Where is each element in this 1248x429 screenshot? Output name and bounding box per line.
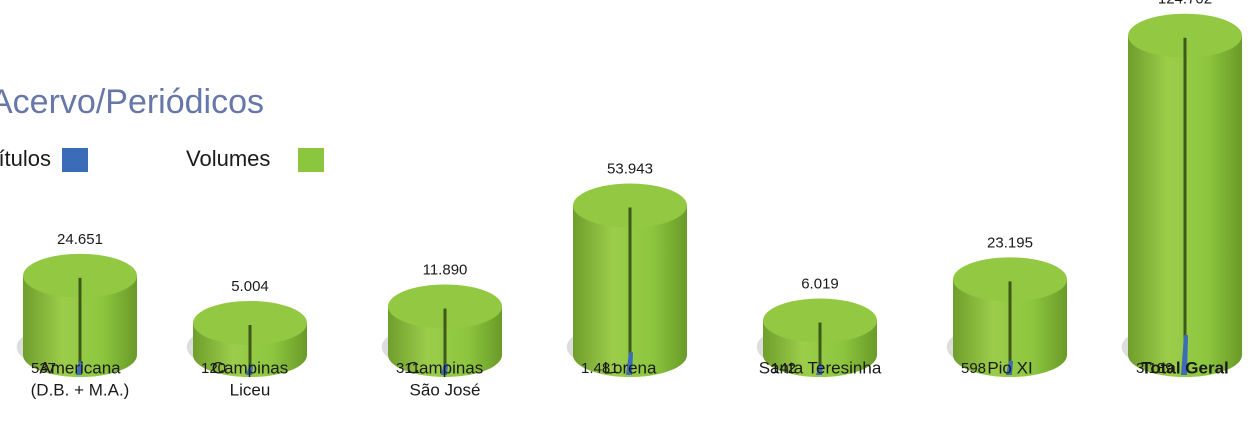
value-label: 311 xyxy=(396,360,420,377)
x-tick-label: (D.B. + M.A.) xyxy=(31,380,130,399)
title-bar xyxy=(816,365,823,375)
x-tick-label: Pio XI xyxy=(987,358,1032,377)
cylinder-top xyxy=(573,183,687,228)
title-bar xyxy=(1181,335,1188,375)
value-label: 23.195 xyxy=(987,234,1033,251)
value-label: 3.189 xyxy=(1136,360,1174,377)
title-bar xyxy=(626,352,633,375)
legend-label: Volumes xyxy=(186,146,270,171)
value-label: 598 xyxy=(961,360,986,377)
cylinder-top xyxy=(193,300,307,345)
value-label: 11.890 xyxy=(423,261,468,278)
cylinder-top xyxy=(953,257,1067,302)
title-bar xyxy=(76,361,83,375)
value-label: 6.019 xyxy=(801,276,839,293)
cylinder-top xyxy=(763,298,877,343)
cylinder-top xyxy=(1128,13,1242,58)
x-tick-label: Liceu xyxy=(230,380,271,399)
x-tick-label: Total Geral xyxy=(1141,358,1229,377)
value-label: 142 xyxy=(771,360,796,377)
x-tick-label: São José xyxy=(410,380,481,399)
x-tick-label: Americana xyxy=(39,358,121,377)
value-label: 124.702 xyxy=(1158,0,1212,8)
chart-title: Acervo/Periódicos xyxy=(0,83,264,121)
value-label: 537 xyxy=(31,360,56,377)
value-label: 24.651 xyxy=(57,231,103,248)
x-tick-label: Santa Teresinha xyxy=(759,358,882,377)
title-bar xyxy=(441,363,448,375)
value-label: 120 xyxy=(201,360,226,377)
x-tick-label: Lorena xyxy=(604,358,657,377)
title-bar xyxy=(1006,361,1013,375)
x-tick-label: Campinas xyxy=(212,358,289,377)
title-bar xyxy=(246,365,253,375)
legend-swatch xyxy=(298,148,324,172)
legend-label: Títulos xyxy=(0,146,51,171)
value-label: 5.004 xyxy=(231,278,269,295)
legend-swatch xyxy=(62,148,88,172)
cylinder-top xyxy=(23,253,137,298)
cylinder-top xyxy=(388,284,502,329)
value-label: 1.481 xyxy=(581,360,619,377)
value-label: 53.943 xyxy=(607,161,653,178)
x-tick-label: Campinas xyxy=(407,358,484,377)
